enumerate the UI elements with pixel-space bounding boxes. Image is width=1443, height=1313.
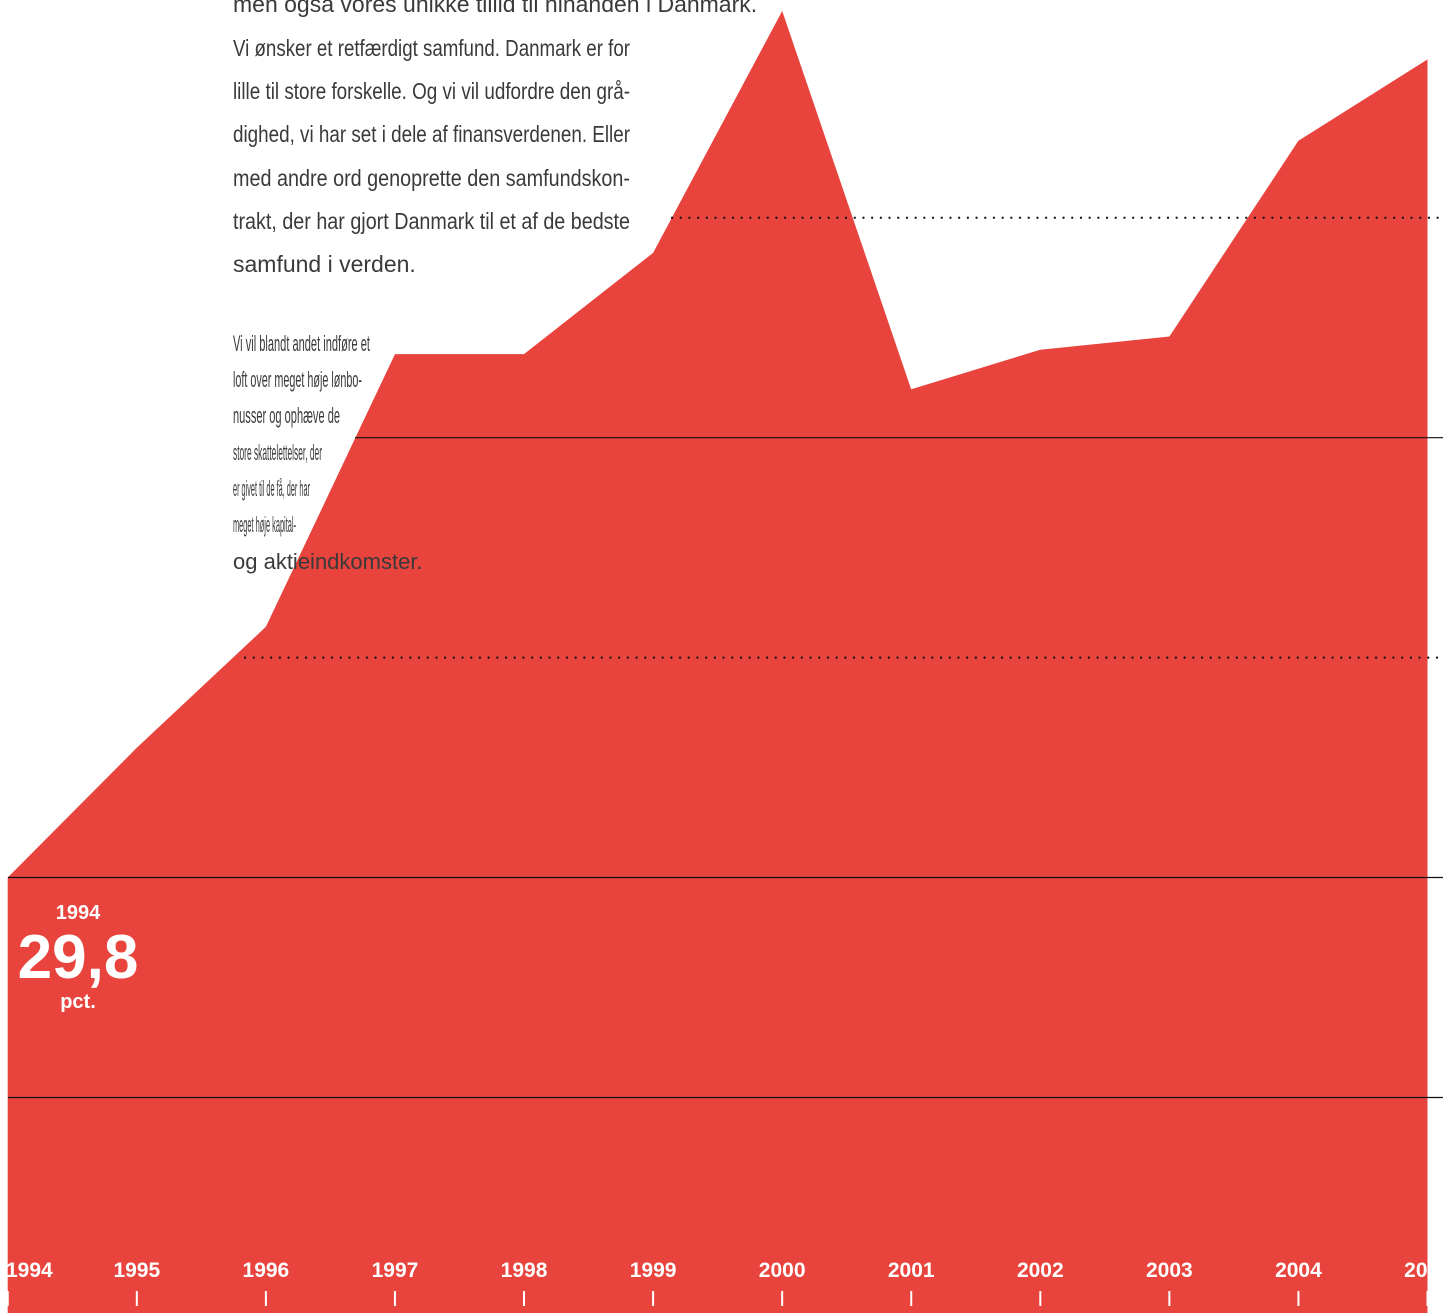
x-tick-label: 1996 <box>243 1259 290 1282</box>
paragraph-line: Vi vil blandt andet indføre et <box>233 331 370 356</box>
annotation-value: 29,8 <box>18 923 139 992</box>
paragraph-line: med andre ord genoprette den samfundskon… <box>233 165 630 191</box>
paragraph-line: loft over meget høje lønbo- <box>233 367 362 392</box>
paragraph-line: Vi ønsker et retfærdigt samfund. Danmark… <box>233 35 630 61</box>
paragraph-line: samfund i verden. <box>233 251 416 277</box>
x-tick-label: 2005 <box>1404 1259 1443 1282</box>
paragraph-line: lille til store forskelle. Og vi vil udf… <box>233 78 630 104</box>
x-tick-label: 1999 <box>630 1259 677 1282</box>
x-tick-label: 2002 <box>1017 1259 1064 1282</box>
x-tick-label: 1994 <box>6 1259 53 1282</box>
paragraph-line: trakt, der har gjort Danmark til et af d… <box>233 208 630 234</box>
paragraph-line: dighed, vi har set i dele af finansverde… <box>233 121 630 147</box>
paragraph-line: og aktieindkomster. <box>233 549 423 574</box>
annotation-year: 1994 <box>56 902 101 924</box>
x-tick-label: 1998 <box>501 1259 548 1282</box>
x-tick-label: 2001 <box>888 1259 935 1282</box>
paragraph-line: store skattelettelser, der <box>233 440 322 465</box>
x-tick-label: 1997 <box>372 1259 419 1282</box>
x-tick-label: 2003 <box>1146 1259 1193 1282</box>
paragraph-line: meget høje kapital- <box>233 512 296 537</box>
x-tick-label: 2004 <box>1275 1259 1322 1282</box>
x-tick-label: 1995 <box>113 1259 160 1282</box>
annotation-unit: pct. <box>60 991 96 1013</box>
paragraph-line: men også vores unikke tillid til hinande… <box>233 0 757 17</box>
paragraph-line: er givet til de få, der har <box>233 476 310 501</box>
paragraph-line: nusser og ophæve de <box>233 403 340 428</box>
area <box>7 11 1428 1313</box>
x-tick-label: 2000 <box>759 1259 806 1282</box>
